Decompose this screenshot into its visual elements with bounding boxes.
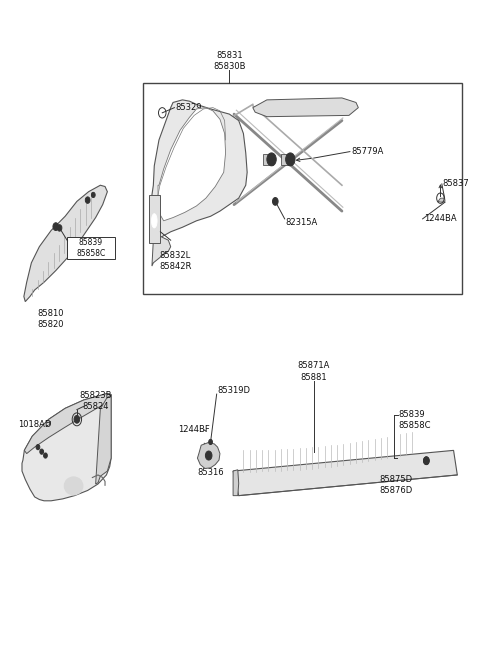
Polygon shape — [152, 236, 171, 266]
FancyBboxPatch shape — [281, 153, 292, 165]
Circle shape — [36, 445, 40, 450]
Text: 82315A: 82315A — [286, 217, 318, 227]
FancyBboxPatch shape — [263, 153, 273, 165]
Circle shape — [286, 153, 295, 166]
Circle shape — [209, 440, 213, 445]
Polygon shape — [438, 198, 445, 202]
Text: 85832L
85842R: 85832L 85842R — [159, 252, 192, 271]
Text: 85316: 85316 — [197, 468, 224, 477]
Circle shape — [273, 198, 278, 205]
Circle shape — [85, 197, 90, 203]
Ellipse shape — [64, 477, 83, 495]
Circle shape — [267, 153, 276, 166]
Text: 85837: 85837 — [443, 179, 469, 189]
Text: 85329: 85329 — [175, 103, 202, 112]
FancyBboxPatch shape — [67, 237, 115, 259]
Circle shape — [74, 415, 80, 423]
Polygon shape — [24, 185, 108, 302]
Bar — [149, 195, 160, 244]
Polygon shape — [233, 470, 239, 496]
Polygon shape — [96, 395, 111, 484]
Text: 85810
85820: 85810 85820 — [38, 309, 64, 329]
Text: 85779A: 85779A — [351, 147, 384, 156]
Circle shape — [423, 457, 429, 464]
Text: 85875D
85876D: 85875D 85876D — [379, 475, 412, 495]
Text: 85839
85858C: 85839 85858C — [76, 238, 106, 258]
Bar — [143, 83, 462, 294]
Text: 1018AD: 1018AD — [18, 420, 52, 429]
Polygon shape — [22, 394, 111, 501]
Text: 85871A
85881: 85871A 85881 — [298, 362, 330, 381]
Text: 1244BA: 1244BA — [424, 214, 456, 223]
Circle shape — [423, 457, 429, 464]
Polygon shape — [152, 100, 247, 237]
Polygon shape — [24, 394, 111, 454]
Circle shape — [53, 223, 59, 231]
Circle shape — [40, 449, 44, 455]
Polygon shape — [233, 451, 457, 496]
Circle shape — [91, 193, 95, 198]
Polygon shape — [158, 107, 226, 221]
Text: 85831
85830B: 85831 85830B — [213, 51, 246, 71]
Ellipse shape — [152, 214, 157, 228]
Polygon shape — [253, 98, 359, 117]
Text: 1244BF: 1244BF — [178, 425, 209, 434]
Circle shape — [44, 453, 48, 458]
Circle shape — [57, 225, 62, 231]
Text: 85823B
85824: 85823B 85824 — [79, 390, 112, 411]
Text: 85319D: 85319D — [217, 386, 251, 396]
Polygon shape — [197, 443, 220, 468]
Text: 85839
85858C: 85839 85858C — [398, 410, 431, 430]
Circle shape — [205, 451, 212, 460]
